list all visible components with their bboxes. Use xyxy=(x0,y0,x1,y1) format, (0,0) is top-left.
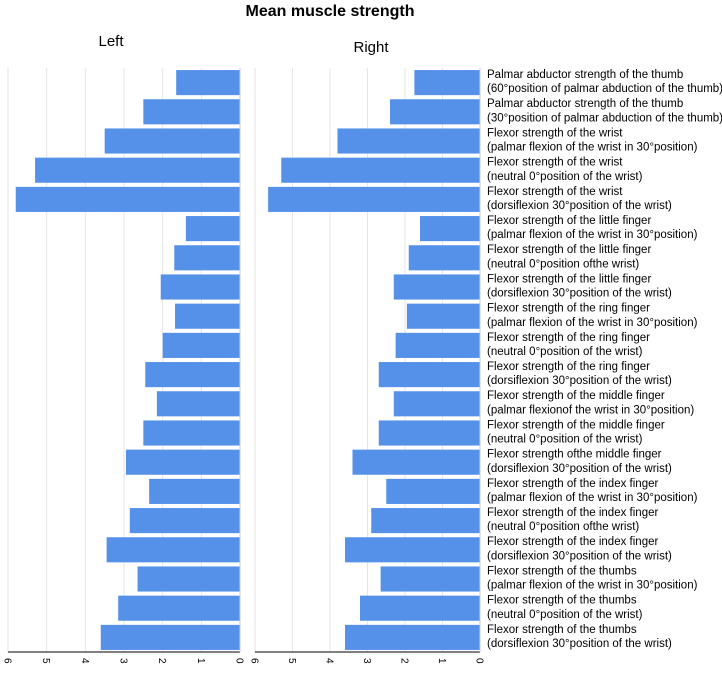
category-label: Flexor strength of the ring finger (palma… xyxy=(487,303,698,329)
category-label: Flexor strength of the thumbs (dorsiflexi… xyxy=(487,624,672,650)
right-bar xyxy=(406,303,480,329)
right-bar xyxy=(345,624,480,650)
left-tick-label: 2 xyxy=(156,658,167,664)
category-label: Flexor strength of the middle finger (pal… xyxy=(487,390,694,416)
left-bar xyxy=(104,128,241,154)
right-tick-label: 3 xyxy=(361,658,372,664)
left-bar xyxy=(162,332,240,358)
right-tick-label: 0 xyxy=(474,658,485,664)
right-tick-label: 4 xyxy=(324,658,335,664)
category-label: Flexor strength of the index finger (palm… xyxy=(487,478,698,504)
left-tick-label: 5 xyxy=(40,658,51,664)
right-bar xyxy=(390,99,480,125)
right-bar xyxy=(408,245,480,271)
category-label: Flexor strength ofthe middle finger (dors… xyxy=(487,449,672,475)
right-bar xyxy=(360,595,480,621)
right-tick-label: 2 xyxy=(399,658,410,664)
category-label: Flexor strength of the index finger (dors… xyxy=(487,536,672,562)
left-bar xyxy=(185,216,240,242)
left-tick-label: 1 xyxy=(195,658,206,664)
left-bar xyxy=(106,537,240,563)
left-tick-label: 0 xyxy=(234,658,245,664)
category-label: Palmar abductor strength of the thumb (30… xyxy=(487,98,722,124)
right-tick-label: 5 xyxy=(286,658,297,664)
left-panel: 0 1 2 3 4 5 6 xyxy=(2,68,245,664)
right-bar xyxy=(414,70,480,96)
left-tick-label: 4 xyxy=(79,658,90,664)
left-bar xyxy=(143,420,240,446)
category-label: Flexor strength of the little finger (neu… xyxy=(487,244,651,270)
left-bar xyxy=(175,303,240,329)
category-label: Palmar abductor strength of the thumb (60… xyxy=(487,69,722,95)
category-label: Flexor strength of the thumbs (neutral 0°… xyxy=(487,595,643,621)
category-label: Flexor strength of the ring finger (dorsi… xyxy=(487,361,672,387)
category-label: Flexor strength of the ring finger (neutr… xyxy=(487,332,650,358)
left-bar xyxy=(160,274,240,300)
left-bar xyxy=(125,449,240,475)
right-bar xyxy=(395,332,480,358)
category-label: Flexor strength of the wrist (neutral 0°p… xyxy=(487,157,643,183)
left-bar xyxy=(143,99,240,125)
left-bar xyxy=(174,245,240,271)
left-bar xyxy=(35,157,240,183)
left-bar xyxy=(118,595,240,621)
left-bar xyxy=(156,391,240,417)
right-bar xyxy=(420,216,480,242)
left-tick-label: 6 xyxy=(2,658,13,664)
right-bar xyxy=(345,537,480,563)
chart-title: Mean muscle strength xyxy=(246,3,415,20)
left-bar xyxy=(129,508,240,534)
left-bar xyxy=(100,624,240,650)
right-bar xyxy=(352,449,480,475)
right-bar xyxy=(393,391,480,417)
right-bar xyxy=(386,478,480,504)
right-tick-label: 1 xyxy=(436,658,447,664)
category-label: Flexor strength of the wrist (palmar flex… xyxy=(487,127,698,153)
left-panel-title: Left xyxy=(98,33,124,50)
right-bar xyxy=(378,362,480,388)
category-label: Flexor strength of the thumbs (palmar fle… xyxy=(487,565,698,591)
left-bar xyxy=(149,478,240,504)
right-bar xyxy=(371,508,480,534)
right-bar xyxy=(393,274,480,300)
right-bar xyxy=(380,566,480,592)
category-label: Flexor strength of the index finger (neut… xyxy=(487,507,658,533)
right-tick-label: 6 xyxy=(249,658,260,664)
category-label: Flexor strength of the little finger (dor… xyxy=(487,273,672,299)
right-panel-title: Right xyxy=(353,39,389,56)
category-label: Flexor strength of the middle finger (neu… xyxy=(487,419,665,445)
right-bar xyxy=(337,128,480,154)
left-bar xyxy=(15,186,240,212)
right-bar xyxy=(281,157,480,183)
right-bar xyxy=(268,186,480,212)
left-tick-label: 3 xyxy=(118,658,129,664)
category-label: Flexor strength of the little finger (pal… xyxy=(487,215,698,241)
left-bar xyxy=(145,362,240,388)
right-panel: 0 1 2 3 4 5 6 xyxy=(249,68,485,664)
left-bar xyxy=(176,70,240,96)
right-bar xyxy=(378,420,480,446)
category-labels: Palmar abductor strength of the thumb (60… xyxy=(487,69,722,650)
category-label: Flexor strength of the wrist (dorsiflexio… xyxy=(487,186,672,212)
left-bar xyxy=(137,566,240,592)
